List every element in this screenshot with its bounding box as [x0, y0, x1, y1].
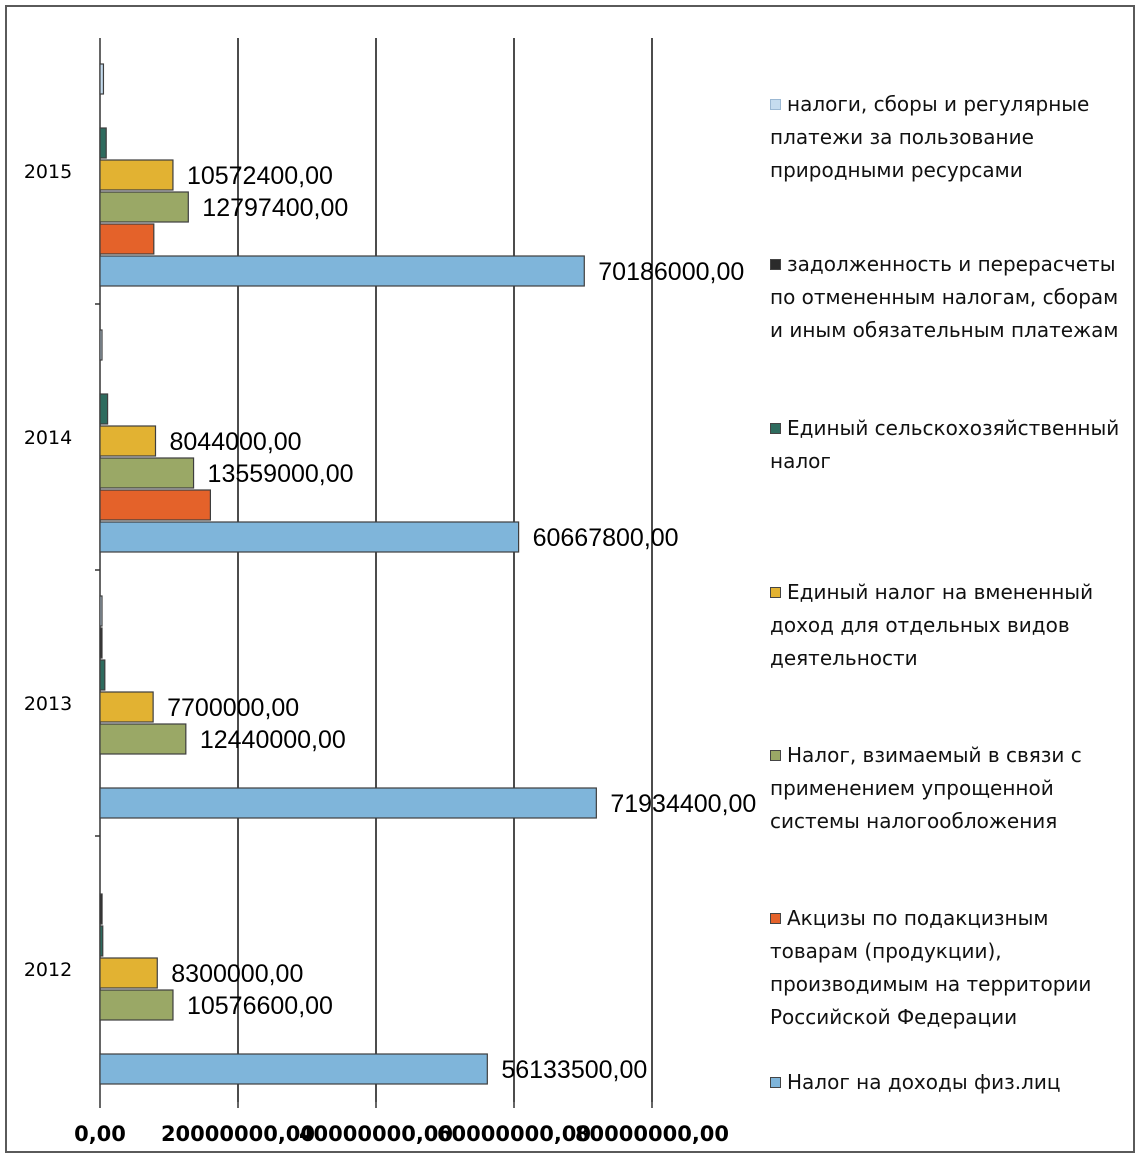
bar [99, 63, 105, 95]
data-label: 8300000,00 [171, 960, 303, 988]
data-labels: 8300000,00 10576600,00 56133500,00 7700000,… [167, 162, 756, 1084]
data-label: 13559000,00 [208, 460, 354, 488]
legend-item-imputed-income-tax: Единый налог на вмененный доход для отде… [770, 576, 1135, 675]
x-tick-label: 20000000,00 [161, 1122, 315, 1146]
legend-label: Единый налог на вмененный доход для отде… [770, 580, 1094, 670]
x-tick-label: 0,00 [74, 1122, 126, 1146]
bar [99, 787, 597, 819]
x-tick-label: 60000000,00 [437, 1122, 591, 1146]
legend-swatch [770, 259, 781, 270]
bar [99, 329, 103, 361]
legend-item-excise: Акцизы по подакцизным товарам (продукции… [770, 902, 1135, 1034]
gridlines [237, 38, 653, 1102]
legend-swatch [770, 587, 781, 598]
bar [99, 957, 158, 989]
bar [99, 659, 106, 691]
legend-swatch [770, 99, 781, 110]
data-label: 10576600,00 [187, 992, 333, 1020]
data-label: 8044000,00 [170, 428, 302, 456]
bars [99, 63, 597, 1085]
legend-swatch [770, 423, 781, 434]
data-label: 60667800,00 [533, 524, 679, 552]
bar [99, 425, 157, 457]
legend-label: задолженность и перерасчеты по отмененны… [770, 252, 1119, 342]
legend-label: налоги, сборы и регулярные платежи за по… [770, 92, 1090, 182]
legend-label: Единый сельскохозяйственный налог [770, 416, 1120, 473]
bar [99, 595, 103, 627]
legend-item-cancelled-taxes-debt: задолженность и перерасчеты по отмененны… [770, 248, 1135, 347]
legend-swatch [770, 913, 781, 924]
category-label: 2012 [24, 959, 72, 981]
category-label: 2013 [24, 693, 72, 715]
bar [99, 989, 174, 1021]
chart-frame [5, 5, 1135, 1153]
legend-swatch [770, 1077, 781, 1088]
bar [99, 489, 212, 521]
legend: налоги, сборы и регулярные платежи за по… [770, 0, 1140, 1160]
x-tick-label: 40000000,00 [299, 1122, 453, 1146]
category-label: 2015 [24, 161, 72, 183]
bar [99, 393, 109, 425]
data-label: 70186000,00 [598, 258, 744, 286]
legend-item-resource-payments: налоги, сборы и регулярные платежи за по… [770, 88, 1135, 187]
bar [99, 255, 585, 287]
category-label: 2014 [24, 427, 72, 449]
legend-label: Налог, взимаемый в связи с применением у… [770, 743, 1082, 833]
bar [99, 627, 103, 659]
legend-item-agricultural-tax: Единый сельскохозяйственный налог [770, 412, 1135, 478]
plot-area: 0,00 20000000,0040000000,0060000000,00800… [24, 38, 756, 1146]
bar [99, 521, 520, 553]
axes: 0,00 20000000,0040000000,0060000000,00800… [24, 38, 729, 1146]
data-label: 7700000,00 [167, 694, 299, 722]
x-tick-label: 80000000,00 [575, 1122, 729, 1146]
legend-swatch [770, 750, 781, 761]
bar [99, 691, 154, 723]
bar [99, 159, 174, 191]
data-label: 12440000,00 [200, 726, 346, 754]
bar [99, 191, 189, 223]
data-label: 56133500,00 [501, 1056, 647, 1084]
legend-label: Налог на доходы физ.лиц [787, 1070, 1061, 1094]
bar [99, 127, 107, 159]
bar [99, 723, 187, 755]
bar [99, 223, 155, 255]
bar [99, 925, 104, 957]
bar [99, 457, 195, 489]
data-label: 12797400,00 [202, 194, 348, 222]
bar [99, 893, 103, 925]
legend-item-simplified-tax: Налог, взимаемый в связи с применением у… [770, 739, 1135, 838]
legend-item-personal-income-tax: Налог на доходы физ.лиц [770, 1066, 1135, 1099]
bar [99, 1053, 488, 1085]
data-label: 71934400,00 [610, 790, 756, 818]
data-label: 10572400,00 [187, 162, 333, 190]
legend-label: Акцизы по подакцизным товарам (продукции… [770, 906, 1092, 1029]
